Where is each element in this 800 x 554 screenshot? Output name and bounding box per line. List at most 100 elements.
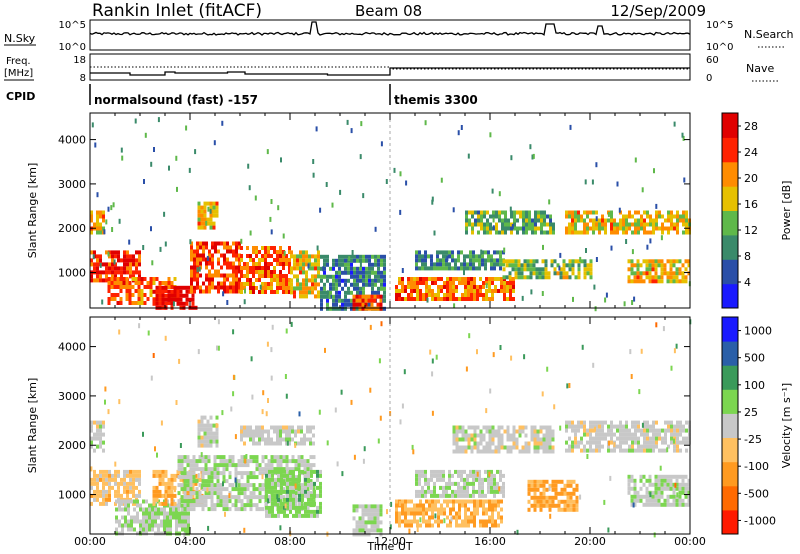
- colorbar-segment: [722, 161, 738, 187]
- colorbar-segment: [722, 317, 738, 342]
- nsky-label: N.Sky: [4, 32, 36, 45]
- colorbar: 1000 500 100 25 -25 -100 -500 -1000 Velocity [m …: [721, 316, 793, 535]
- power-panel: 1000 2000 3000 4000 Slant Range [km] 4 8 12 16 20…: [26, 112, 793, 312]
- colorbar-tick-label: -25: [744, 433, 762, 446]
- freq-tick-top: 18: [73, 55, 86, 66]
- echo-region: [90, 250, 141, 283]
- nsearch-tick-top: 10^5: [706, 20, 733, 31]
- colorbar-segment: [722, 341, 738, 366]
- colorbar-segment: [722, 186, 738, 211]
- colorbar-tick-label: 100: [744, 379, 765, 392]
- colorbar: 4 8 12 16 20 24 28 Power [dB]: [721, 112, 793, 309]
- cpid-segment-label: themis 3300: [394, 93, 478, 107]
- colorbar-segment: [722, 283, 738, 309]
- y-tick-label: 4000: [58, 341, 86, 354]
- nsearch-label: N.Search: [744, 28, 794, 41]
- freq-label: Freq.: [6, 56, 31, 67]
- colorbar-tick-label: 8: [744, 250, 751, 263]
- colorbar-segment: [722, 437, 738, 463]
- y-tick-label: 2000: [58, 222, 86, 235]
- y-tick-label: 3000: [58, 390, 86, 403]
- nave-tick-bottom: 0: [706, 73, 712, 84]
- echo-region: [565, 210, 691, 235]
- colorbar-segment: [722, 113, 738, 138]
- cpid-label: CPID: [6, 90, 35, 103]
- echo-region: [190, 241, 241, 294]
- nave-label: Nave: [746, 62, 774, 75]
- echo-region: [352, 294, 383, 311]
- echo-region: [240, 246, 291, 294]
- nsky-panel: [89, 19, 691, 51]
- y-tick-label: 3000: [58, 178, 86, 191]
- x-tick-label: 20:00: [574, 535, 606, 548]
- colorbar-segment: [722, 365, 738, 390]
- echo-region: [415, 469, 505, 498]
- y-tick-label: 4000: [58, 134, 86, 147]
- echo-region: [415, 250, 505, 271]
- date-label: 12/Sep/2009: [610, 2, 706, 20]
- nsky-tick-top: 10^5: [59, 20, 86, 31]
- colorbar-tick-label: -100: [744, 460, 769, 473]
- echo-region: [465, 210, 555, 235]
- colorbar-tick-label: 25: [744, 406, 758, 419]
- x-tick-label: 00:00: [74, 535, 106, 548]
- y-tick-label: 1000: [58, 267, 86, 280]
- echo-region: [627, 259, 691, 284]
- nsky-trace: [89, 21, 691, 36]
- echo-region: [527, 479, 579, 512]
- echo-region: [240, 425, 315, 446]
- echo-region: [290, 250, 320, 299]
- echo-region: [502, 259, 593, 280]
- colorbar-tick-label: 28: [744, 120, 758, 133]
- colorbar-tick-label: -1000: [744, 514, 776, 527]
- colorbar-segment: [722, 389, 738, 414]
- echo-region: [627, 474, 691, 507]
- y-tick-label: 2000: [58, 439, 86, 452]
- echo-region: [90, 210, 105, 235]
- cpid-segments: normalsound (fast) -157 themis 3300: [89, 84, 478, 107]
- echo-region: [197, 201, 219, 230]
- freq-unit: [MHz]: [4, 68, 33, 79]
- echo-region: [395, 277, 515, 301]
- colorbar-segment: [722, 509, 738, 535]
- echo-region: [265, 469, 322, 518]
- echo-region: [352, 504, 383, 537]
- colorbar-tick-label: 16: [744, 198, 758, 211]
- colorbar-title: Velocity [m s⁻¹]: [780, 383, 793, 468]
- x-tick-label: 00:00: [674, 535, 706, 548]
- colorbar-tick-label: 24: [744, 146, 758, 159]
- colorbar-tick-label: 12: [744, 224, 758, 237]
- freq-panel: [89, 53, 691, 81]
- echo-region: [90, 420, 105, 453]
- beam-label: Beam 08: [355, 2, 422, 20]
- colorbar-segment: [722, 259, 738, 285]
- echo-region: [452, 425, 555, 454]
- freq-tick-bottom: 8: [80, 73, 86, 84]
- colorbar-tick-label: 20: [744, 172, 758, 185]
- cpid-segment-label: normalsound (fast) -157: [94, 93, 258, 107]
- colorbar-segment: [722, 461, 738, 487]
- y-tick-label: 1000: [58, 489, 86, 502]
- y-axis-title: Slant Range [km]: [26, 378, 39, 474]
- colorbar-segment: [722, 137, 738, 163]
- colorbar-tick-label: -500: [744, 487, 769, 500]
- colorbar-tick-label: 1000: [744, 325, 772, 338]
- colorbar-tick-label: 500: [744, 352, 765, 365]
- colorbar-segment: [722, 413, 738, 438]
- x-axis-title: Time UT: [366, 540, 412, 553]
- colorbar-tick-label: 4: [744, 276, 751, 289]
- station-title: Rankin Inlet (fitACF): [92, 1, 262, 21]
- x-tick-label: 04:00: [174, 535, 206, 548]
- x-tick-label: 08:00: [274, 535, 306, 548]
- nave-tick-top: 60: [706, 55, 719, 66]
- colorbar-segment: [722, 485, 738, 511]
- colorbar-segment: [722, 210, 738, 236]
- colorbar-title: Power [dB]: [780, 181, 793, 241]
- y-axis-title: Slant Range [km]: [26, 163, 39, 259]
- time-axis: 00:00 04:00 08:00 12:00 16:00 20:00 00:00: [74, 535, 706, 548]
- colorbar-segment: [722, 234, 738, 260]
- x-tick-label: 16:00: [474, 535, 506, 548]
- x-tick-label: 12:00: [374, 535, 406, 548]
